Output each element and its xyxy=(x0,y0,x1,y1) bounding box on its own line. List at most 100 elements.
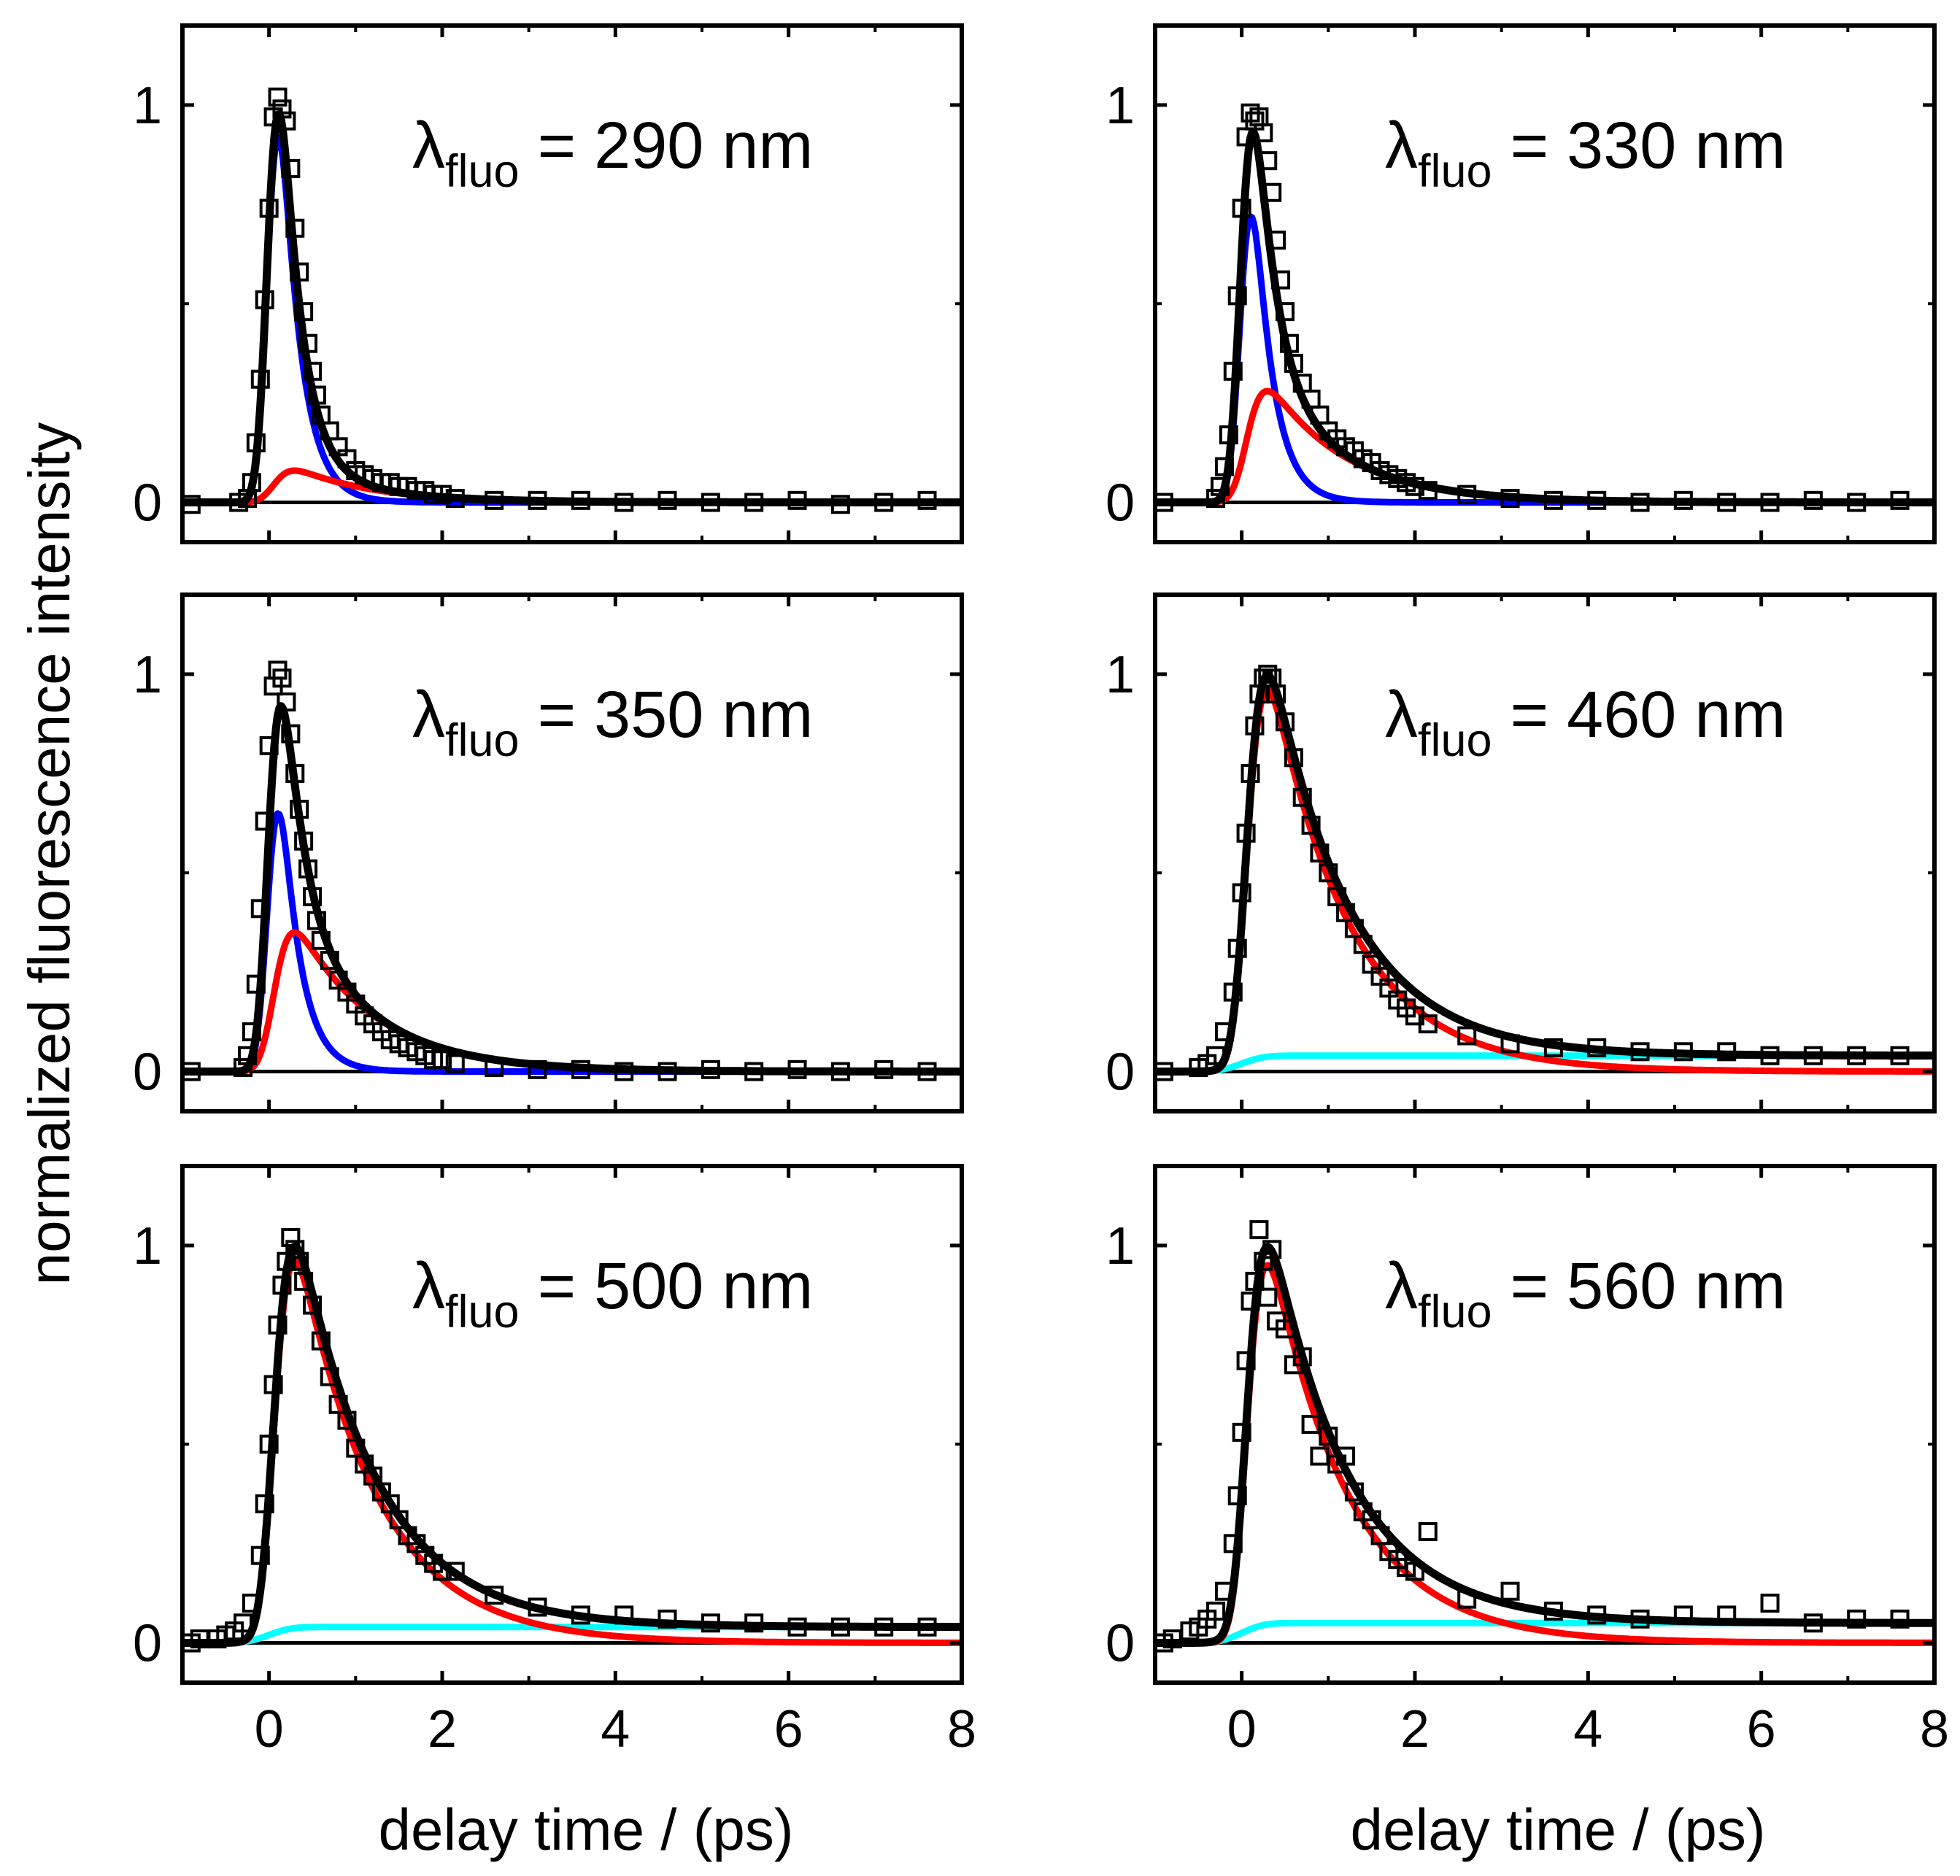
data-point xyxy=(294,831,314,851)
data-point xyxy=(1211,476,1230,496)
y-tick-label: 0 xyxy=(133,1615,162,1673)
data-point xyxy=(1717,493,1737,512)
data-point xyxy=(1630,1042,1650,1062)
data-point xyxy=(874,1059,894,1079)
data-point xyxy=(445,1562,465,1581)
fit-blue-component xyxy=(180,810,964,1075)
data-point xyxy=(1227,286,1247,306)
data-point xyxy=(272,668,292,688)
y-tick-label: 1 xyxy=(1106,646,1135,704)
data-point xyxy=(1847,493,1867,512)
data-point xyxy=(268,88,288,107)
y-axis-title: normalized fluorescence intensity xyxy=(17,422,82,1286)
data-point xyxy=(1803,1046,1823,1065)
data-point xyxy=(917,1617,937,1637)
data-point xyxy=(657,490,677,510)
y-tick-label: 0 xyxy=(1106,1043,1135,1102)
chart-panel-3: 0 1 λfluo = 350 nm xyxy=(133,592,965,1113)
panel-label: λfluo = 290 nm xyxy=(412,109,813,197)
data-point xyxy=(830,1062,850,1081)
data-point xyxy=(1232,198,1251,218)
x-axis-title-right: delay time / (ps) xyxy=(1350,1797,1765,1862)
panel-label: λfluo = 460 nm xyxy=(1385,679,1786,766)
data-point xyxy=(1249,1220,1269,1240)
data-point xyxy=(290,262,309,282)
data-point xyxy=(298,859,318,879)
data-point xyxy=(1319,863,1338,883)
data-point xyxy=(1673,1042,1693,1062)
data-point xyxy=(1262,182,1282,202)
data-point xyxy=(1214,1022,1234,1042)
data-point xyxy=(1673,490,1693,510)
data-point xyxy=(1717,1042,1737,1062)
data-point xyxy=(485,490,504,510)
chart-panel-5: 0 1 0 2 4 6 8 λfluo = 500 nm xyxy=(133,1164,976,1759)
y-tick-label: 1 xyxy=(1106,1217,1135,1275)
data-point xyxy=(1543,1601,1563,1621)
data-point xyxy=(285,218,305,238)
data-point xyxy=(1271,270,1291,290)
data-point xyxy=(1890,1609,1910,1629)
fit-total xyxy=(180,702,965,1076)
data-point xyxy=(303,1295,322,1315)
y-tick-label: 1 xyxy=(133,77,162,135)
data-point xyxy=(290,800,309,819)
data-point xyxy=(1206,489,1226,509)
data-point xyxy=(830,1617,850,1637)
plot-frame xyxy=(180,23,964,544)
data-point xyxy=(1630,493,1650,512)
data-point xyxy=(272,1275,292,1295)
data-point xyxy=(1232,883,1251,903)
chart-panel-2: 0 1 λfluo = 330 nm xyxy=(1106,23,1937,544)
plot-frame xyxy=(1153,23,1937,544)
data-point xyxy=(320,1367,339,1386)
data-point xyxy=(1803,1613,1823,1633)
data-point xyxy=(1310,844,1330,862)
data-point xyxy=(1241,764,1260,784)
data-point xyxy=(787,1617,807,1637)
data-point xyxy=(917,1062,937,1081)
data-point xyxy=(1760,1046,1780,1065)
x-tick-label: 6 xyxy=(1747,1700,1776,1759)
data-point xyxy=(1267,231,1286,250)
data-point xyxy=(1336,1446,1356,1466)
x-tick-label: 0 xyxy=(255,1700,284,1759)
data-point xyxy=(1245,716,1265,736)
data-point xyxy=(1587,490,1607,510)
data-point xyxy=(1276,712,1295,732)
data-point xyxy=(238,1046,257,1065)
data-point xyxy=(1236,1351,1256,1370)
data-point xyxy=(1236,823,1256,843)
data-point xyxy=(242,473,261,493)
panel-label: λfluo = 560 nm xyxy=(1385,1250,1786,1337)
data-point xyxy=(874,1617,894,1637)
data-point xyxy=(1847,1046,1867,1065)
data-point xyxy=(263,1375,283,1394)
data-point xyxy=(1214,457,1234,476)
plot-frame xyxy=(1153,592,1937,1113)
data-point xyxy=(1206,1046,1226,1065)
data-point xyxy=(246,433,266,452)
data-point xyxy=(337,1410,357,1430)
data-point xyxy=(787,1059,807,1079)
data-point xyxy=(1717,1605,1737,1625)
x-tick-label: 2 xyxy=(428,1700,457,1759)
data-point xyxy=(1223,1534,1243,1553)
data-point xyxy=(433,485,452,504)
data-point xyxy=(485,1586,504,1605)
data-point xyxy=(528,1059,547,1079)
plot-frame xyxy=(180,1164,964,1685)
data-point xyxy=(1284,748,1303,768)
data-point xyxy=(917,490,937,510)
data-point xyxy=(1803,490,1823,510)
data-point xyxy=(306,385,326,405)
data-point xyxy=(1245,1271,1265,1291)
x-axis-title-left: delay time / (ps) xyxy=(378,1797,793,1862)
data-point xyxy=(701,1059,720,1079)
y-tick-label: 0 xyxy=(1106,474,1135,533)
y-tick-label: 0 xyxy=(133,474,162,533)
data-point xyxy=(298,333,318,353)
data-point xyxy=(1405,1562,1424,1581)
x-tick-label: 8 xyxy=(947,1700,976,1759)
